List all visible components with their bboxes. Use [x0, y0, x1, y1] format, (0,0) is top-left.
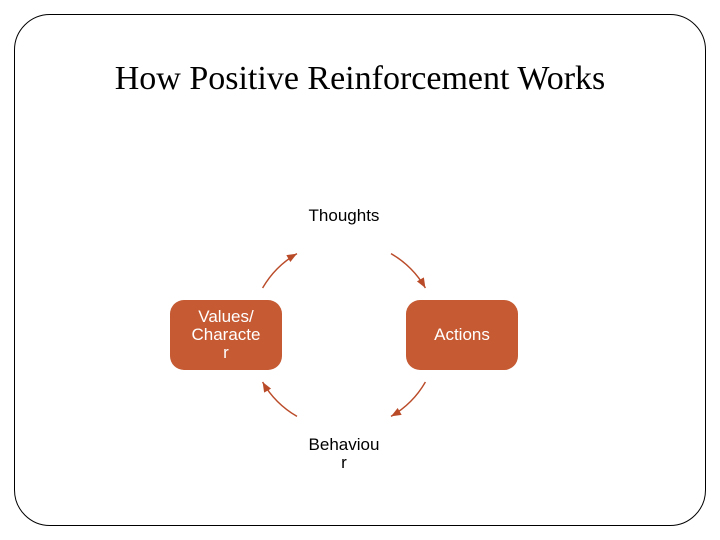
cycle-node-values: Values/ Characte r [170, 300, 282, 370]
cycle-node-thoughts: Thoughts [288, 181, 400, 251]
slide: How Positive Reinforcement Works Thought… [0, 0, 720, 540]
cycle-node-behaviour: Behaviou r [288, 419, 400, 489]
cycle-node-actions: Actions [406, 300, 518, 370]
